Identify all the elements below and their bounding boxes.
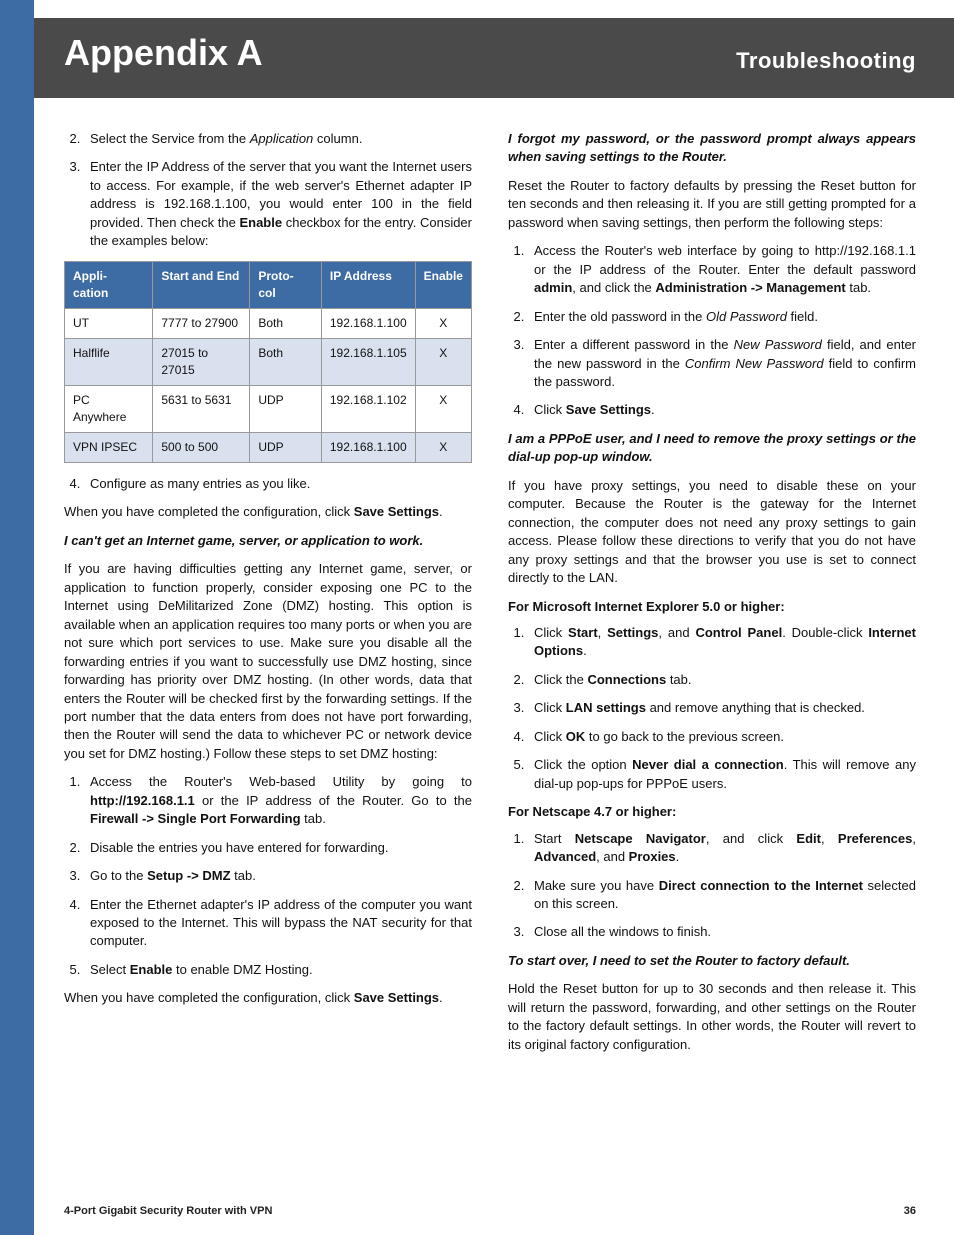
table-row: VPN IPSEC500 to 500UDP192.168.1.100X: [65, 432, 472, 462]
list-item: Access the Router's Web-based Utility by…: [84, 773, 472, 828]
bold-line: For Netscape 4.7 or higher:: [508, 803, 916, 821]
list-item: Enter the Ethernet adapter's IP address …: [84, 896, 472, 951]
list-item: Click LAN settings and remove anything t…: [528, 699, 916, 717]
table-cell: X: [415, 432, 471, 462]
left-sidebar: [0, 0, 34, 1235]
bold-line: For Microsoft Internet Explorer 5.0 or h…: [508, 598, 916, 616]
th-start-end: Start and End: [153, 261, 250, 308]
netscape-steps-list: Start Netscape Navigator, and click Edit…: [508, 830, 916, 942]
table-cell: UDP: [250, 432, 322, 462]
password-steps-list: Access the Router's web interface by goi…: [508, 242, 916, 420]
port-forwarding-table: Appli- cation Start and End Proto- col I…: [64, 261, 472, 463]
table-cell: 500 to 500: [153, 432, 250, 462]
table-cell: X: [415, 338, 471, 385]
list-item: Select Enable to enable DMZ Hosting.: [84, 961, 472, 979]
list-item: Enter the IP Address of the server that …: [84, 158, 472, 250]
list-item: Start Netscape Navigator, and click Edit…: [528, 830, 916, 867]
table-cell: 27015 to 27015: [153, 338, 250, 385]
paragraph: Reset the Router to factory defaults by …: [508, 177, 916, 232]
list-item: Click OK to go back to the previous scre…: [528, 728, 916, 746]
page-header: Appendix A Troubleshooting: [34, 18, 954, 98]
paragraph: When you have completed the configuratio…: [64, 989, 472, 1007]
table-cell: Both: [250, 338, 322, 385]
list-item: Click Save Settings.: [528, 401, 916, 419]
list-item: Click the option Never dial a connection…: [528, 756, 916, 793]
table-cell: 192.168.1.105: [321, 338, 415, 385]
section-title: Troubleshooting: [736, 48, 916, 74]
table-row: Halflife27015 to 27015Both192.168.1.105X: [65, 338, 472, 385]
list-item: Click the Connections tab.: [528, 671, 916, 689]
list-item: Access the Router's web interface by goi…: [528, 242, 916, 297]
th-ip: IP Address: [321, 261, 415, 308]
sub-heading: I am a PPPoE user, and I need to remove …: [508, 430, 916, 467]
dmz-steps-list: Access the Router's Web-based Utility by…: [64, 773, 472, 979]
table-cell: UDP: [250, 385, 322, 432]
list-item: Make sure you have Direct connection to …: [528, 877, 916, 914]
paragraph: If you are having difficulties getting a…: [64, 560, 472, 763]
table-cell: 192.168.1.100: [321, 308, 415, 338]
paragraph: If you have proxy settings, you need to …: [508, 477, 916, 588]
list-item: Select the Service from the Application …: [84, 130, 472, 148]
product-name: 4-Port Gigabit Security Router with VPN: [64, 1205, 272, 1217]
page-number: 36: [904, 1205, 916, 1217]
list-item: Disable the entries you have entered for…: [84, 839, 472, 857]
sub-heading: I forgot my password, or the password pr…: [508, 130, 916, 167]
table-row: PC Anywhere5631 to 5631UDP192.168.1.102X: [65, 385, 472, 432]
paragraph: Hold the Reset button for up to 30 secon…: [508, 980, 916, 1054]
list-item: Close all the windows to finish.: [528, 923, 916, 941]
th-application: Appli- cation: [65, 261, 153, 308]
page-footer: 4-Port Gigabit Security Router with VPN …: [64, 1205, 916, 1217]
table-cell: UT: [65, 308, 153, 338]
th-enable: Enable: [415, 261, 471, 308]
appendix-title: Appendix A: [64, 32, 263, 74]
steps-list-a: Select the Service from the Application …: [64, 130, 472, 251]
steps-list-a-cont: Configure as many entries as you like.: [64, 475, 472, 493]
table-cell: Halflife: [65, 338, 153, 385]
table-cell: 192.168.1.100: [321, 432, 415, 462]
list-item: Enter the old password in the Old Passwo…: [528, 308, 916, 326]
list-item: Click Start, Settings, and Control Panel…: [528, 624, 916, 661]
table-cell: 192.168.1.102: [321, 385, 415, 432]
body-content: Select the Service from the Application …: [64, 130, 916, 1185]
table-cell: X: [415, 308, 471, 338]
table-row: UT7777 to 27900Both192.168.1.100X: [65, 308, 472, 338]
table-cell: 5631 to 5631: [153, 385, 250, 432]
list-item: Go to the Setup -> DMZ tab.: [84, 867, 472, 885]
table-cell: X: [415, 385, 471, 432]
sub-heading: To start over, I need to set the Router …: [508, 952, 916, 970]
list-item: Enter a different password in the New Pa…: [528, 336, 916, 391]
list-item: Configure as many entries as you like.: [84, 475, 472, 493]
sub-heading: I can't get an Internet game, server, or…: [64, 532, 472, 550]
table-cell: 7777 to 27900: [153, 308, 250, 338]
table-cell: VPN IPSEC: [65, 432, 153, 462]
table-cell: PC Anywhere: [65, 385, 153, 432]
table-cell: Both: [250, 308, 322, 338]
ie-steps-list: Click Start, Settings, and Control Panel…: [508, 624, 916, 793]
th-protocol: Proto- col: [250, 261, 322, 308]
paragraph: When you have completed the configuratio…: [64, 503, 472, 521]
